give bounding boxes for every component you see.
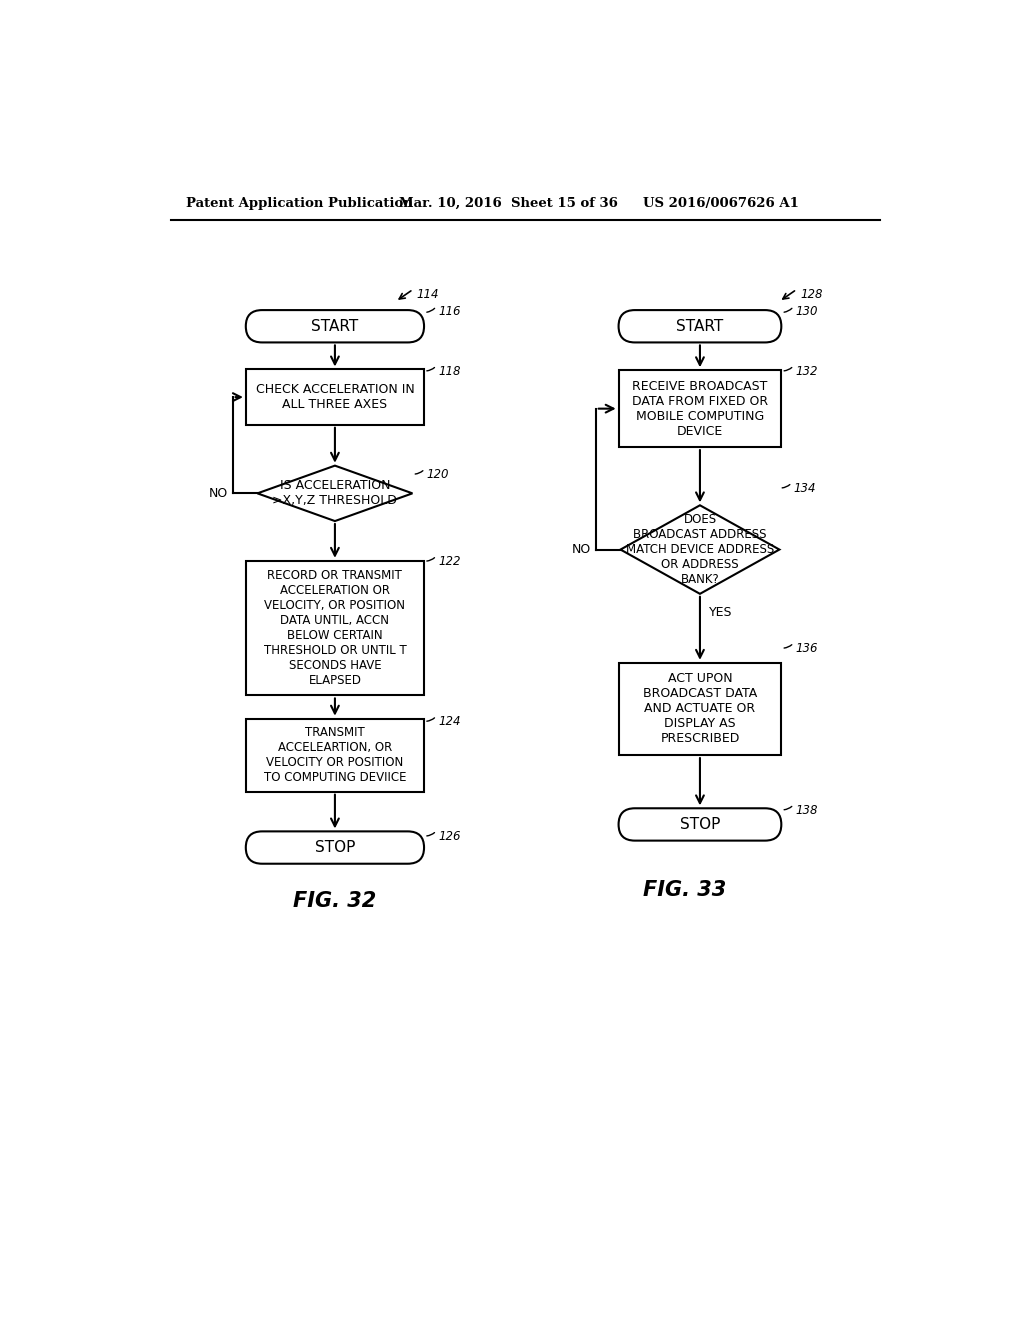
Text: STOP: STOP xyxy=(680,817,720,832)
Text: IS ACCELERATION
>X,Y,Z THRESHOLD: IS ACCELERATION >X,Y,Z THRESHOLD xyxy=(272,479,397,507)
FancyBboxPatch shape xyxy=(618,808,781,841)
Polygon shape xyxy=(257,466,413,521)
Text: NO: NO xyxy=(571,543,591,556)
Text: ACT UPON
BROADCAST DATA
AND ACTUATE OR
DISPLAY AS
PRESCRIBED: ACT UPON BROADCAST DATA AND ACTUATE OR D… xyxy=(643,672,757,746)
Text: FIG. 32: FIG. 32 xyxy=(293,891,377,911)
Text: STOP: STOP xyxy=(314,840,355,855)
Text: START: START xyxy=(311,318,358,334)
Bar xyxy=(618,663,781,755)
Text: DOES
BROADCAST ADDRESS
MATCH DEVICE ADDRESS
OR ADDRESS
BANK?: DOES BROADCAST ADDRESS MATCH DEVICE ADDR… xyxy=(626,513,774,586)
Bar xyxy=(246,718,424,792)
Text: 118: 118 xyxy=(438,364,461,378)
Text: RECORD OR TRANSMIT
ACCELERATION OR
VELOCITY, OR POSITION
DATA UNTIL, ACCN
BELOW : RECORD OR TRANSMIT ACCELERATION OR VELOC… xyxy=(263,569,407,688)
Text: 122: 122 xyxy=(438,554,461,568)
Text: YES: YES xyxy=(710,606,733,619)
Text: 120: 120 xyxy=(426,469,449,480)
Text: TRANSMIT
ACCELEARTION, OR
VELOCITY OR POSITION
TO COMPUTING DEVIICE: TRANSMIT ACCELEARTION, OR VELOCITY OR PO… xyxy=(263,726,407,784)
Bar xyxy=(246,561,424,696)
Text: Patent Application Publication: Patent Application Publication xyxy=(186,197,413,210)
Text: 124: 124 xyxy=(438,715,461,729)
Text: 136: 136 xyxy=(796,642,818,655)
Text: Mar. 10, 2016  Sheet 15 of 36: Mar. 10, 2016 Sheet 15 of 36 xyxy=(399,197,618,210)
Polygon shape xyxy=(621,506,779,594)
Text: 116: 116 xyxy=(438,305,461,318)
FancyBboxPatch shape xyxy=(246,310,424,342)
Text: US 2016/0067626 A1: US 2016/0067626 A1 xyxy=(643,197,800,210)
Text: START: START xyxy=(676,318,724,334)
Text: 130: 130 xyxy=(796,305,818,318)
FancyBboxPatch shape xyxy=(618,310,781,342)
Text: 138: 138 xyxy=(796,804,818,817)
Text: NO: NO xyxy=(209,487,228,500)
Text: 134: 134 xyxy=(794,482,816,495)
Text: 132: 132 xyxy=(796,364,818,378)
Text: 128: 128 xyxy=(800,288,822,301)
FancyBboxPatch shape xyxy=(246,832,424,863)
Text: FIG. 33: FIG. 33 xyxy=(643,880,726,900)
Bar xyxy=(618,370,781,447)
Text: RECEIVE BROADCAST
DATA FROM FIXED OR
MOBILE COMPUTING
DEVICE: RECEIVE BROADCAST DATA FROM FIXED OR MOB… xyxy=(632,380,768,438)
Text: CHECK ACCELERATION IN
ALL THREE AXES: CHECK ACCELERATION IN ALL THREE AXES xyxy=(256,383,415,411)
Bar xyxy=(246,370,424,425)
Text: 126: 126 xyxy=(438,830,461,843)
Text: 114: 114 xyxy=(417,288,439,301)
